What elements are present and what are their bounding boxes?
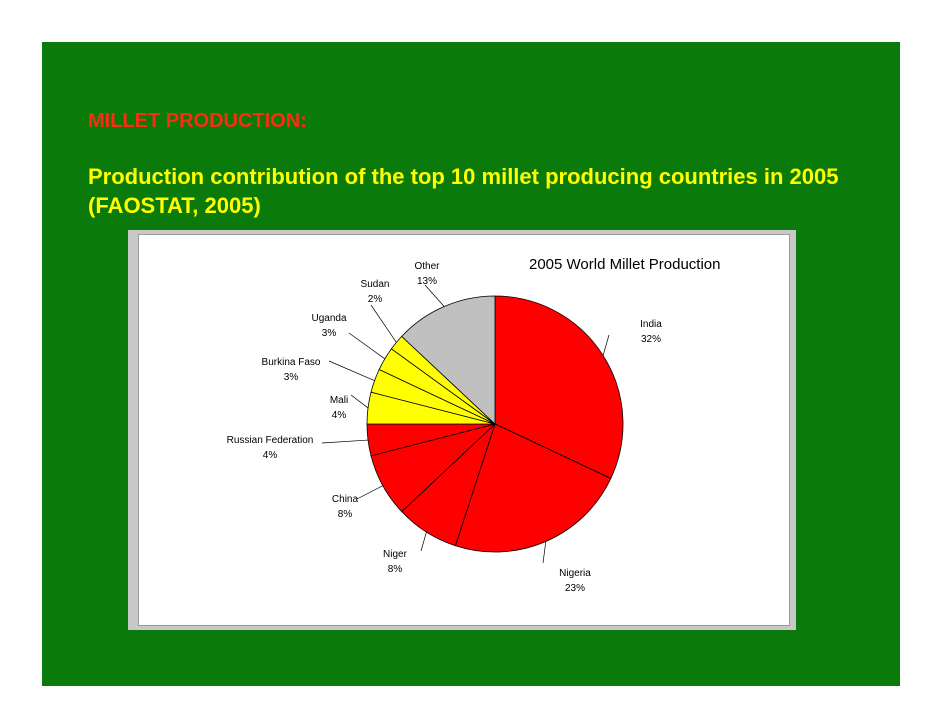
pie-chart: 2005 World Millet Production India 32% Nig…	[227, 256, 721, 594]
slide-heading: MILLET PRODUCTION:	[88, 110, 307, 132]
slice-label-india: India	[640, 319, 662, 330]
leader-line-nigeria	[542, 541, 547, 564]
leader-line-niger	[420, 531, 427, 552]
chart-frame: 2005 World Millet Production India 32% Nig…	[128, 230, 796, 630]
leader-line-china	[356, 485, 383, 500]
slice-value-burkina-faso: 3%	[284, 372, 299, 383]
slice-value-china: 8%	[338, 509, 353, 520]
leader-line-india	[602, 334, 610, 356]
slice-label-sudan: Sudan	[361, 279, 390, 290]
leader-line-uganda	[348, 332, 386, 360]
leader-line-burkina-faso	[328, 360, 375, 381]
leader-line-other	[424, 284, 445, 307]
pie-slice-other	[401, 295, 496, 425]
leader-line-mali	[350, 394, 369, 409]
slice-label-mali: Mali	[330, 395, 348, 406]
slice-value-mali: 4%	[332, 410, 347, 421]
slice-value-nigeria: 23%	[565, 583, 585, 594]
leader-line-sudan	[370, 304, 397, 343]
chart-title: 2005 World Millet Production	[529, 256, 720, 273]
chart-area: 2005 World Millet Production India 32% Nig…	[138, 234, 790, 626]
slice-value-other: 13%	[417, 276, 437, 287]
slide-subtitle: Production contribution of the top 10 mi…	[88, 164, 839, 218]
slice-value-niger: 8%	[388, 564, 403, 575]
slice-label-burkina-faso: Burkina Faso	[262, 357, 321, 368]
pie-slice-nigeria	[454, 423, 612, 553]
slice-value-uganda: 3%	[322, 328, 337, 339]
leader-line-russian-federation	[321, 439, 369, 444]
slice-label-nigeria: Nigeria	[559, 568, 591, 579]
slice-label-uganda: Uganda	[311, 313, 346, 324]
slice-label-china: China	[332, 494, 359, 505]
slice-label-niger: Niger	[383, 549, 408, 560]
slice-value-sudan: 2%	[368, 294, 383, 305]
slice-label-other: Other	[414, 261, 440, 272]
slice-label-russian-federation: Russian Federation	[227, 435, 314, 446]
slice-value-russian-federation: 4%	[263, 450, 278, 461]
slice-value-india: 32%	[641, 334, 661, 345]
